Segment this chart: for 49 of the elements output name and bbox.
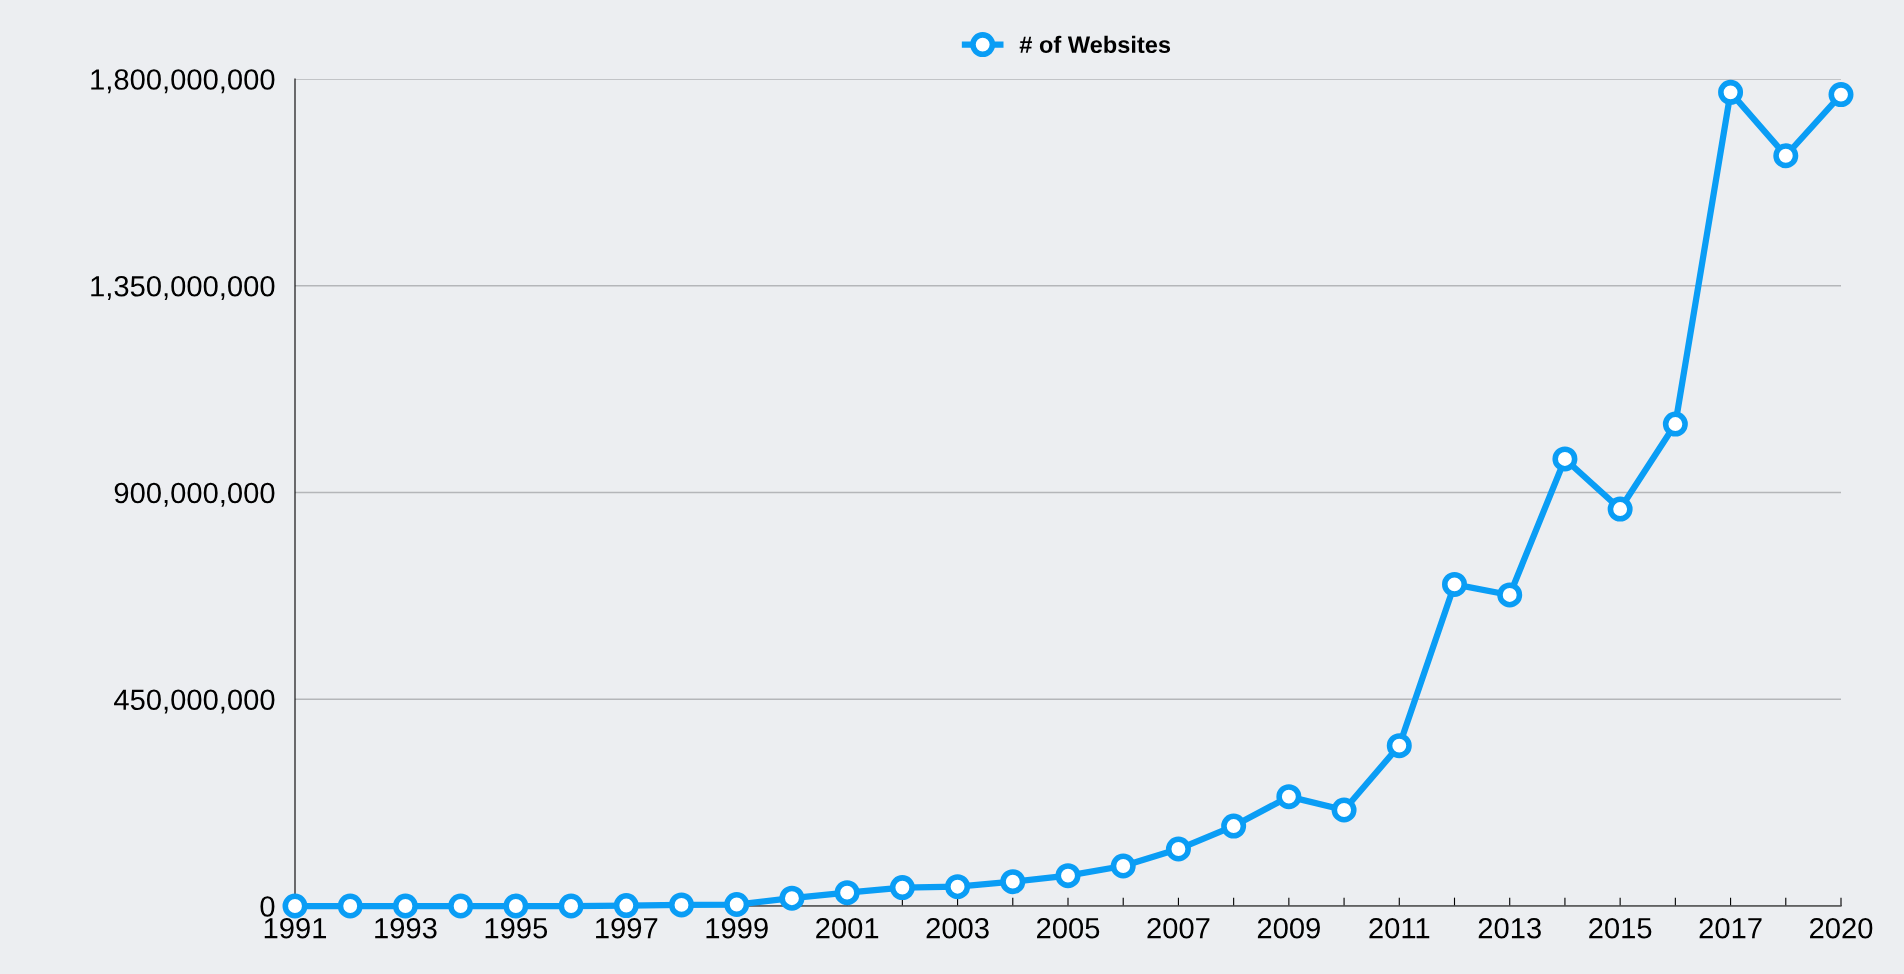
point bbox=[392, 893, 418, 919]
point bbox=[1331, 797, 1357, 823]
point bbox=[1552, 446, 1578, 472]
x-tick-label: 2015 bbox=[1589, 917, 1652, 939]
legend-label: # of Websites bbox=[1019, 35, 1171, 54]
point bbox=[1718, 79, 1744, 105]
point bbox=[724, 892, 750, 918]
x-tick-label: 2017 bbox=[1699, 917, 1762, 939]
x-tick-label: 2020 bbox=[1810, 917, 1873, 939]
point bbox=[1221, 813, 1247, 839]
point bbox=[448, 893, 474, 919]
x-tick-label: 2011 bbox=[1369, 917, 1430, 939]
x-tick-label: 2001 bbox=[816, 917, 879, 939]
x-tick-label: 1993 bbox=[375, 917, 437, 939]
y-tick-label: 1,350,000,000 bbox=[91, 275, 275, 301]
point bbox=[834, 880, 860, 906]
point bbox=[503, 893, 529, 919]
point bbox=[1276, 784, 1302, 810]
x-tick-label: 2005 bbox=[1037, 917, 1100, 939]
point bbox=[1607, 496, 1633, 522]
point bbox=[1000, 869, 1026, 895]
point bbox=[558, 893, 584, 919]
point bbox=[1110, 853, 1136, 879]
point bbox=[945, 874, 971, 900]
x-tick-label: 2007 bbox=[1147, 917, 1210, 939]
y-tick-label: 900,000,000 bbox=[114, 482, 275, 507]
x-tick-label: 2009 bbox=[1257, 917, 1320, 939]
y-tick-label: 1,800,000,000 bbox=[91, 69, 275, 94]
point bbox=[1497, 582, 1523, 608]
point bbox=[1828, 82, 1854, 108]
x-tick-label: 1991 bbox=[264, 917, 327, 939]
point bbox=[1055, 863, 1081, 889]
x-tick-label: 1999 bbox=[706, 917, 768, 939]
point bbox=[1386, 733, 1412, 759]
y-tick-label: 0 bbox=[260, 896, 275, 917]
point bbox=[1662, 411, 1688, 437]
point bbox=[613, 893, 639, 919]
point bbox=[669, 892, 694, 918]
point bbox=[889, 875, 915, 901]
x-tick-label: 1995 bbox=[485, 917, 548, 939]
point bbox=[1773, 143, 1799, 169]
x-tick-label: 1997 bbox=[596, 917, 658, 939]
y-tick-label: 450,000,000 bbox=[114, 689, 275, 714]
point bbox=[1165, 836, 1191, 862]
point bbox=[1442, 571, 1467, 597]
x-tick-label: 2013 bbox=[1478, 917, 1541, 939]
x-tick-label: 2003 bbox=[926, 917, 989, 939]
point bbox=[337, 893, 363, 919]
point bbox=[779, 885, 805, 911]
